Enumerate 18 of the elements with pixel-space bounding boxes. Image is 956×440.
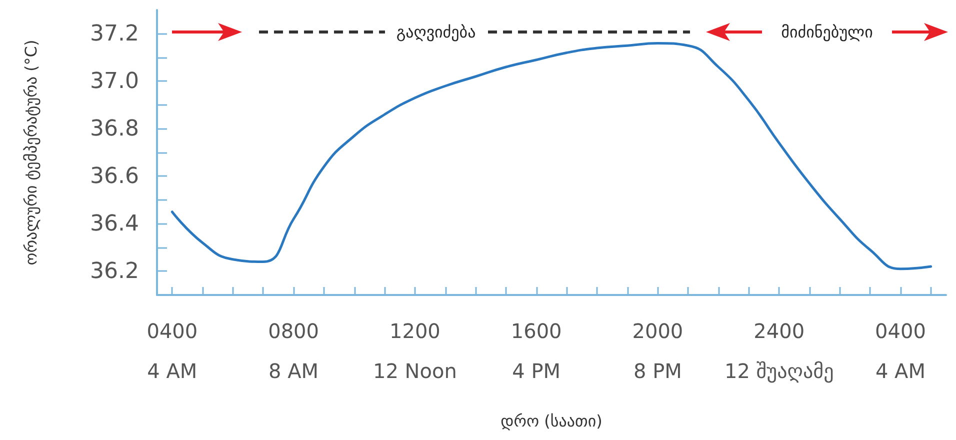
x-tick-label: 0800 8 AM [268, 319, 320, 383]
y-tick-label: 36.8 [90, 116, 139, 142]
annotation: გაღვიძება [396, 22, 476, 42]
line-series [170, 42, 932, 270]
x-tick-label: 0400 4 AM [875, 319, 926, 383]
x-tick-label: 1200 12 Noon [372, 319, 457, 383]
annotation: მიძინებული [781, 22, 873, 42]
y-tick-label: 37.2 [90, 21, 139, 46]
x-tick-label: 0400 4 AM [146, 319, 198, 383]
x-tick-label: 1600 4 PM [510, 319, 562, 383]
x-axis-title: დრო (საათი) [500, 412, 602, 430]
y-axis-title: ორალური ტემპერატურა (°C) [22, 40, 40, 266]
y-tick-label: 37.0 [90, 68, 139, 94]
x-tick-label: 2400 12 შუაღამე [724, 319, 834, 383]
x-tick-label: 2000 8 PM [632, 319, 684, 383]
y-tick-label: 36.2 [90, 258, 139, 284]
y-tick-label: 36.6 [90, 164, 139, 189]
y-tick-label: 36.4 [90, 211, 139, 236]
